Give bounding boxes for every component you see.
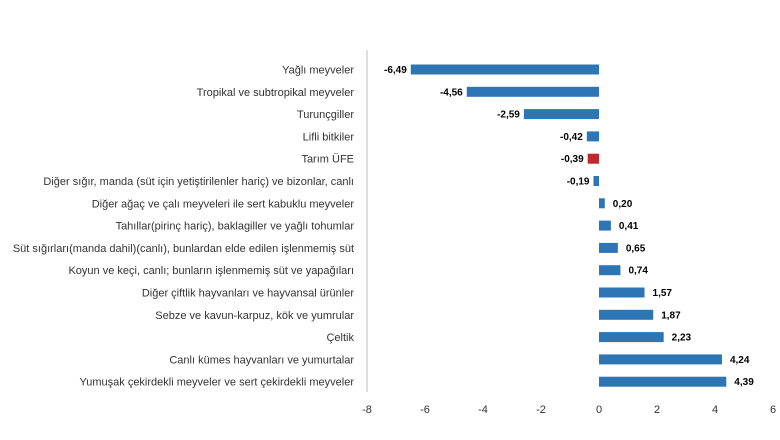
category-label-13: Canlı kümes hayvanları ve yumurtalar <box>169 354 354 366</box>
value-labels: -6,49 -4,56 -2,59 -0,42 -0,39 -0,19 0,20 0,41 0,… <box>384 65 754 388</box>
x-tick-label-0: -8 <box>362 404 372 416</box>
bar-14 <box>599 376 727 387</box>
bar-6 <box>599 198 605 209</box>
x-tick-label-6: 4 <box>712 404 718 416</box>
bar-1 <box>466 86 599 97</box>
bar-2 <box>523 109 599 120</box>
value-label-0: -6,49 <box>384 65 407 76</box>
bar-10 <box>599 287 645 298</box>
bar-8 <box>599 242 618 253</box>
category-label-2: Turunçgiller <box>297 109 354 121</box>
value-label-14: 4,39 <box>734 377 754 388</box>
value-label-11: 1,87 <box>661 310 681 321</box>
value-label-1: -4,56 <box>440 87 463 98</box>
category-label-7: Tahıllar(pirinç hariç), baklagiller ve y… <box>116 221 355 233</box>
category-labels: Yağlı meyveler Tropikal ve subtropikal me… <box>13 65 355 389</box>
value-label-13: 4,24 <box>730 355 750 366</box>
value-label-10: 1,57 <box>653 288 673 299</box>
x-tick-label-3: -2 <box>536 404 546 416</box>
x-tick-label-5: 2 <box>654 404 660 416</box>
x-tick-label-1: -6 <box>420 404 430 416</box>
value-label-6: 0,20 <box>613 199 633 210</box>
value-label-3: -0,42 <box>560 132 583 143</box>
category-label-5: Diğer sığır, manda (süt için yetiştirile… <box>43 176 354 188</box>
category-label-1: Tropikal ve subtropikal meyveler <box>197 87 355 99</box>
category-label-11: Sebze ve kavun-karpuz, kök ve yumrular <box>155 310 354 322</box>
category-label-4: Tarım ÜFE <box>301 154 354 166</box>
bar-5 <box>593 176 599 186</box>
bar-3 <box>586 131 599 142</box>
x-tick-label-4: 0 <box>596 404 602 416</box>
category-label-8: Süt sığırları(manda dahil)(canlı), bunla… <box>13 243 354 255</box>
category-label-9: Koyun ve keçi, canlı; bunların işlenmemi… <box>68 265 354 277</box>
category-label-3: Lifli bitkiler <box>303 131 355 143</box>
category-label-0: Yağlı meyveler <box>282 65 354 77</box>
x-tick-label-7: 6 <box>770 404 776 416</box>
category-label-6: Diğer ağaç ve çalı meyveleri ile sert ka… <box>92 198 355 210</box>
bar-9 <box>599 265 621 276</box>
x-axis-tick-labels: -8 -6 -4 -2 0 2 4 6 <box>362 404 776 416</box>
value-label-7: 0,41 <box>619 221 639 232</box>
value-label-8: 0,65 <box>626 243 646 254</box>
category-label-10: Diğer çiftlik hayvanları ve hayvansal ür… <box>142 288 354 300</box>
bar-7 <box>599 220 611 231</box>
category-label-14: Yumuşak çekirdekli meyveler ve sert çeki… <box>80 377 355 389</box>
bar-4 <box>587 153 599 164</box>
bar-11 <box>599 309 654 320</box>
bar-0 <box>410 64 599 75</box>
bar-13 <box>599 354 722 365</box>
value-label-4: -0,39 <box>561 154 584 165</box>
value-label-9: 0,74 <box>628 266 648 277</box>
value-label-2: -2,59 <box>497 110 520 121</box>
bars-group <box>410 64 727 387</box>
category-label-12: Çeltik <box>326 332 354 344</box>
x-tick-label-2: -4 <box>478 404 488 416</box>
bar-12 <box>599 332 664 343</box>
value-label-5: -0,19 <box>567 177 590 188</box>
value-label-12: 2,23 <box>672 333 692 344</box>
